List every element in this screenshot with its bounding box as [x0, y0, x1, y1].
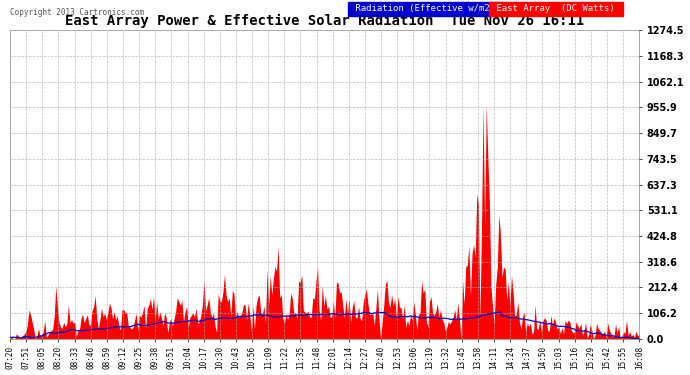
Text: Copyright 2013 Cartronics.com: Copyright 2013 Cartronics.com	[10, 8, 144, 16]
Text: East Array  (DC Watts): East Array (DC Watts)	[491, 4, 620, 13]
Text: Radiation (Effective w/m2): Radiation (Effective w/m2)	[350, 4, 500, 13]
Title: East Array Power & Effective Solar Radiation  Tue Nov 26 16:11: East Array Power & Effective Solar Radia…	[65, 14, 584, 28]
